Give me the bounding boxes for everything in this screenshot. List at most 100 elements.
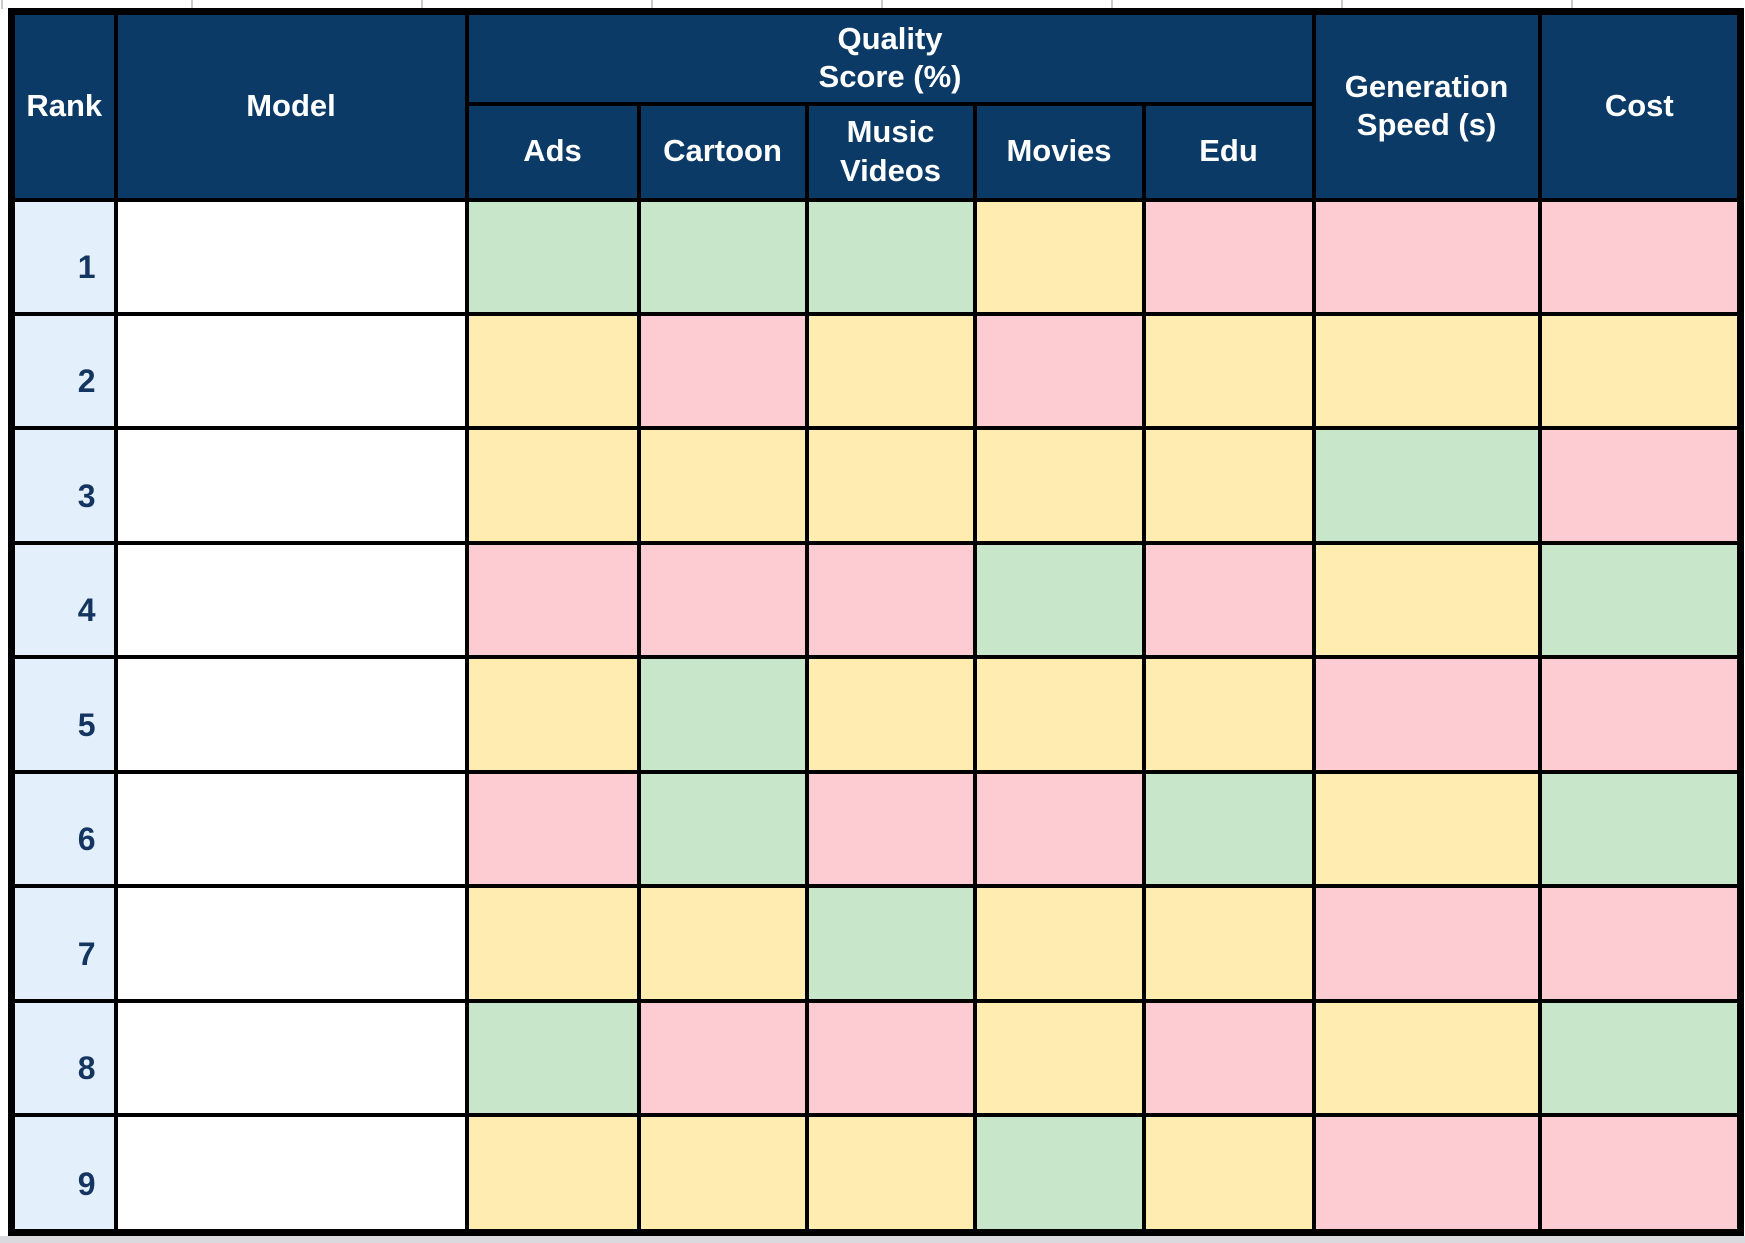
score-cell-cartoon: [636, 769, 809, 889]
score-cell-movies: [972, 998, 1146, 1118]
table-row: 4: [9, 540, 1743, 660]
cost-cell: [1537, 998, 1743, 1118]
gridline-tick: [1341, 0, 1343, 9]
score-cell-movies: [972, 426, 1146, 545]
score-cell-edu: [1141, 197, 1316, 316]
score-cell-edu: [1141, 769, 1316, 889]
table-row: 1: [9, 197, 1743, 316]
gridline-tick: [421, 0, 423, 9]
bottom-page-strip: [0, 1236, 1745, 1243]
score-cell-cartoon: [636, 1113, 809, 1235]
speed-cell: [1311, 998, 1542, 1118]
speed-cell: [1311, 1113, 1542, 1235]
cost-cell: [1537, 884, 1743, 1003]
score-cell-ads: [464, 998, 641, 1118]
col-header-quality-score-group: Quality Score (%): [464, 9, 1316, 106]
score-cell-cartoon: [636, 311, 809, 431]
speed-cell: [1311, 655, 1542, 774]
model-cell: [113, 540, 469, 660]
score-cell-cartoon: [636, 426, 809, 545]
score-cell-movies: [972, 1113, 1146, 1235]
score-cell-movies: [972, 884, 1146, 1003]
quality-score-line1: Quality: [837, 20, 943, 56]
table-row: 3: [9, 426, 1743, 545]
rank-cell: 4: [9, 540, 118, 660]
table-row: 8: [9, 998, 1743, 1118]
rank-cell: 1: [9, 197, 118, 316]
score-cell-edu: [1141, 426, 1316, 545]
rank-cell: 8: [9, 998, 118, 1118]
speed-cell: [1311, 197, 1542, 316]
score-cell-movies: [972, 311, 1146, 431]
score-cell-cartoon: [636, 884, 809, 1003]
table-row: 6: [9, 769, 1743, 889]
score-cell-cartoon: [636, 655, 809, 774]
table-row: 5: [9, 655, 1743, 774]
rank-cell: 2: [9, 311, 118, 431]
gridline-tick: [881, 0, 883, 9]
table-header: Rank Model Quality Score (%) Generation …: [9, 9, 1743, 202]
cost-cell: [1537, 655, 1743, 774]
score-cell-cartoon: [636, 540, 809, 660]
generation-speed-line2: Speed (s): [1356, 107, 1497, 143]
model-cell: [113, 655, 469, 774]
col-header-generation-speed: Generation Speed (s): [1311, 9, 1542, 202]
score-cell-ads: [464, 1113, 641, 1235]
rank-cell: 3: [9, 426, 118, 545]
score-cell-music-videos: [804, 311, 977, 431]
score-cell-cartoon: [636, 998, 809, 1118]
gridline-tick: [651, 0, 653, 9]
col-header-rank: Rank: [9, 9, 118, 202]
col-header-movies: Movies: [972, 101, 1146, 202]
model-cell: [113, 998, 469, 1118]
cost-cell: [1537, 311, 1743, 431]
header-sub-row: Ads Cartoon Music Videos Movies Edu: [12, 101, 1741, 202]
cost-cell: [1537, 769, 1743, 889]
score-cell-music-videos: [804, 197, 977, 316]
col-header-edu: Edu: [1141, 101, 1316, 202]
score-cell-movies: [972, 197, 1146, 316]
score-cell-music-videos: [804, 998, 977, 1118]
table-body: 1 2 3 4 5: [9, 197, 1743, 1235]
score-cell-music-videos: [804, 655, 977, 774]
col-header-ads: Ads: [464, 101, 641, 202]
speed-cell: [1311, 769, 1542, 889]
model-leaderboard-table: Rank Model Quality Score (%) Generation …: [8, 8, 1745, 1236]
cost-cell: [1537, 197, 1743, 316]
gridline-tick: [1571, 0, 1573, 9]
score-cell-ads: [464, 769, 641, 889]
score-cell-ads: [464, 540, 641, 660]
model-cell: [113, 426, 469, 545]
rank-cell: 5: [9, 655, 118, 774]
speed-cell: [1311, 540, 1542, 660]
score-cell-music-videos: [804, 884, 977, 1003]
model-cell: [113, 311, 469, 431]
header-group-row: Rank Model Quality Score (%) Generation …: [9, 9, 1743, 202]
score-cell-edu: [1141, 655, 1316, 774]
cost-cell: [1537, 1113, 1743, 1235]
speed-cell: [1311, 426, 1542, 545]
cost-cell: [1537, 540, 1743, 660]
rank-cell: 6: [9, 769, 118, 889]
col-header-model: Model: [113, 9, 469, 202]
generation-speed-line1: Generation: [1344, 68, 1509, 104]
speed-cell: [1311, 884, 1542, 1003]
score-cell-edu: [1141, 311, 1316, 431]
score-cell-ads: [464, 311, 641, 431]
score-cell-music-videos: [804, 426, 977, 545]
score-cell-ads: [464, 884, 641, 1003]
col-header-cartoon: Cartoon: [636, 101, 809, 202]
score-cell-ads: [464, 426, 641, 545]
gridline-tick: [1111, 0, 1113, 9]
table-row: 9: [9, 1113, 1743, 1235]
score-cell-music-videos: [804, 540, 977, 660]
rank-cell: 9: [9, 1113, 118, 1235]
col-header-cost: Cost: [1537, 9, 1743, 202]
score-cell-cartoon: [636, 197, 809, 316]
model-cell: [113, 769, 469, 889]
speed-cell: [1311, 311, 1542, 431]
table-row: 7: [9, 884, 1743, 1003]
score-cell-ads: [464, 197, 641, 316]
score-cell-edu: [1141, 1113, 1316, 1235]
score-cell-movies: [972, 769, 1146, 889]
